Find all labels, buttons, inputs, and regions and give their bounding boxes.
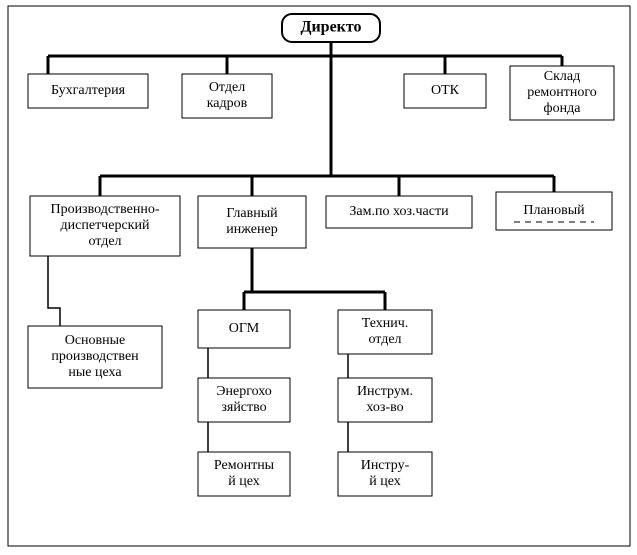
node-pdo: Производственно-диспетчерскийотдел (30, 196, 180, 256)
node-shops-label-0: Основные (65, 333, 126, 348)
node-energo-label-1: зяйство (221, 400, 266, 415)
node-instrh-label-0: Инструм. (357, 384, 413, 399)
node-energo: Энергохозяйство (198, 378, 290, 422)
node-tech-label-0: Технич. (362, 316, 409, 331)
node-root: Директо (282, 14, 380, 42)
node-otk: ОТК (404, 74, 486, 108)
node-acc-label-0: Бухгалтерия (51, 83, 126, 98)
node-zam: Зам.по хоз.части (326, 196, 472, 228)
node-instrc: Инстру-й цех (338, 452, 432, 496)
node-tech: Технич.отдел (338, 310, 432, 354)
node-pdo-label-0: Производственно- (50, 202, 159, 217)
node-rem: Ремонтный цех (198, 452, 290, 496)
node-sklad: Складремонтногофонда (510, 66, 614, 120)
node-rem-label-1: й цех (228, 474, 260, 489)
node-engr-label-1: инженер (226, 222, 277, 237)
node-sklad-label-2: фонда (544, 101, 582, 116)
node-shops-label-2: ные цеха (68, 365, 122, 380)
org-chart: Директо Бухгалтерия Отделкадров ОТК Складрем… (0, 0, 637, 555)
node-instrh: Инструм.хоз-во (338, 378, 432, 422)
node-instrc-label-0: Инстру- (361, 458, 410, 473)
node-pdo-label-2: отдел (88, 234, 121, 249)
node-engr-label-0: Главный (226, 206, 278, 221)
node-hr-label-0: Отдел (209, 80, 245, 95)
node-pdo-label-1: диспетчерский (61, 218, 150, 233)
node-plan: Плановый (496, 192, 612, 230)
node-energo-label-0: Энергохо (216, 384, 271, 399)
edge-thin-0 (48, 256, 60, 326)
node-ogm-label-0: ОГМ (229, 321, 260, 336)
node-hr-label-1: кадров (207, 96, 248, 111)
node-shops: Основныепроизводственные цеха (28, 326, 162, 388)
node-sklad-label-1: ремонтного (527, 85, 597, 100)
node-instrh-label-1: хоз-во (366, 400, 403, 415)
node-engr: Главныйинженер (198, 196, 306, 248)
node-otk-label-0: ОТК (431, 83, 460, 98)
node-tech-label-1: отдел (368, 332, 401, 347)
node-hr: Отделкадров (182, 74, 272, 118)
node-zam-label-0: Зам.по хоз.части (349, 204, 449, 219)
node-instrc-label-1: й цех (369, 474, 401, 489)
node-rem-label-0: Ремонтны (214, 458, 275, 473)
node-plan-label-0: Плановый (523, 203, 585, 218)
node-shops-label-1: производствен (51, 349, 139, 364)
node-sklad-label-0: Склад (544, 69, 580, 84)
node-root-label-0: Директо (300, 19, 361, 36)
node-ogm: ОГМ (198, 310, 290, 348)
node-acc: Бухгалтерия (28, 74, 148, 108)
